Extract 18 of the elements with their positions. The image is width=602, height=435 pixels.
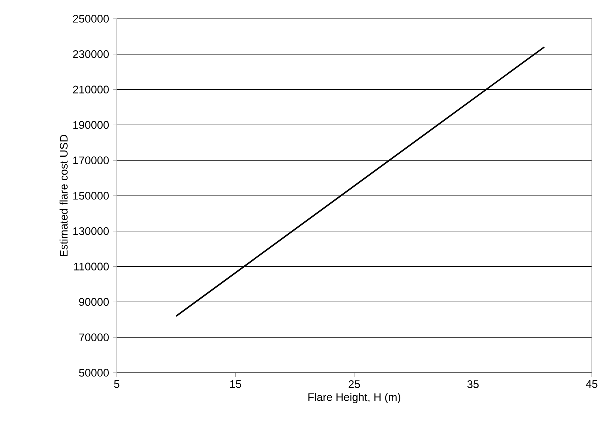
x-tick-label: 25	[348, 380, 360, 388]
y-tick-label: 250000	[73, 15, 110, 23]
x-tick-label: 5	[114, 380, 120, 388]
y-tick-label: 50000	[79, 369, 110, 377]
x-tick-label: 45	[586, 380, 598, 388]
y-tick-label: 90000	[79, 298, 110, 306]
x-tick-label: 35	[468, 380, 479, 388]
x-tick-label: 15	[230, 380, 242, 388]
y-axis-title: Estimated flare cost USD	[60, 135, 68, 257]
y-tick-label: 210000	[73, 86, 110, 94]
y-tick-label: 70000	[79, 334, 110, 342]
y-tick-label: 190000	[74, 121, 110, 130]
y-tick-label: 170000	[74, 156, 110, 164]
y-tick-label: 110000	[74, 262, 110, 271]
y-tick-label: 150000	[74, 192, 110, 200]
y-tick-label: 130000	[74, 228, 110, 236]
y-tick-label: 230000	[73, 50, 110, 58]
x-axis-title: Flare Height, H (m)	[308, 393, 401, 404]
